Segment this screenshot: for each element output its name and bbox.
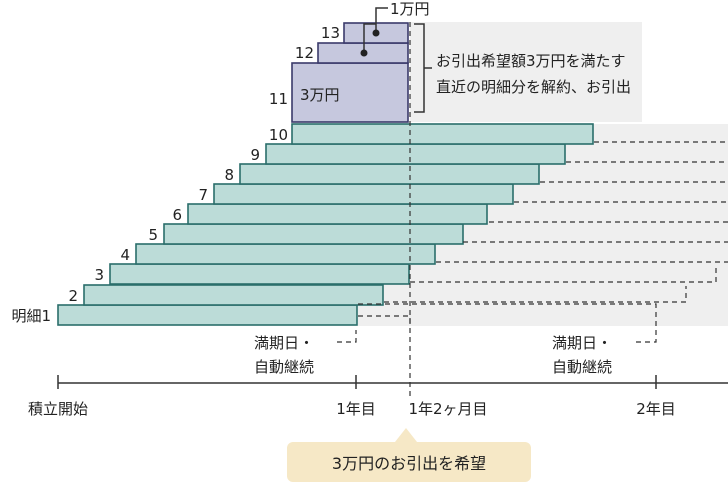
maturity2-leader: [636, 330, 657, 343]
label-1man: 1万円: [390, 0, 430, 18]
bar-row-3: [109, 263, 410, 285]
maturity2-line2: 自動継続: [552, 358, 612, 376]
label-3man: 3万円: [300, 86, 340, 104]
row-label-10: 10: [269, 126, 288, 144]
brace-text-line1: お引出希望額3万円を満たす: [436, 52, 626, 70]
row-label-2: 2: [68, 287, 78, 305]
row-label-12: 12: [295, 44, 314, 62]
row-label-9: 9: [250, 146, 260, 164]
row-label-5: 5: [148, 226, 158, 244]
brace-text-line2: 直近の明細分を解約、お引出: [436, 78, 631, 96]
bar-row-7: [213, 183, 514, 205]
bar-row-5: [163, 223, 464, 245]
x-axis: [57, 375, 728, 389]
withdrawal-callout: 3万円のお引出を希望: [287, 428, 531, 482]
bar-row-1: [57, 304, 358, 326]
row-label-4: 4: [120, 246, 130, 264]
row-label-6: 6: [172, 206, 182, 224]
row-label-8: 8: [224, 166, 234, 184]
callout-text: 3万円のお引出を希望: [331, 454, 487, 473]
maturity1-line1: 満期日・: [254, 334, 314, 352]
axis-label-start: 積立開始: [28, 400, 88, 418]
maturity1-leader: [337, 330, 357, 343]
row-label-3: 3: [94, 266, 104, 284]
second-maturity-row-1: [358, 303, 657, 330]
maturity1-line2: 自動継続: [254, 358, 314, 376]
bar-row-8: [239, 163, 540, 185]
bar-row-9: [265, 143, 566, 165]
bar-row-10: [291, 123, 594, 145]
continuation-row-3: [410, 266, 717, 283]
continuation-row-2: [384, 286, 687, 303]
brace: [414, 23, 432, 113]
shade-upper: [410, 22, 642, 122]
row-label-7: 7: [198, 186, 208, 204]
row-label-1: 明細1: [11, 307, 51, 325]
maturity2-line1: 満期日・: [552, 334, 612, 352]
pointer-dot-13: [372, 29, 380, 37]
withdrawn-bar-row-11: [291, 62, 409, 123]
row-label-13: 13: [321, 24, 340, 42]
bar-row-2: [83, 284, 384, 306]
pointer-1man-b: [363, 23, 376, 53]
row-label-11: 11: [269, 90, 288, 108]
axis-label-1y: 1年目: [336, 400, 376, 418]
axis-label-2y: 2年目: [636, 400, 676, 418]
pointer-dot-12: [360, 49, 368, 57]
axis-label-1y2m: 1年2ヶ月目: [408, 400, 487, 418]
bar-row-6: [187, 203, 488, 225]
bar-row-4: [135, 243, 436, 265]
